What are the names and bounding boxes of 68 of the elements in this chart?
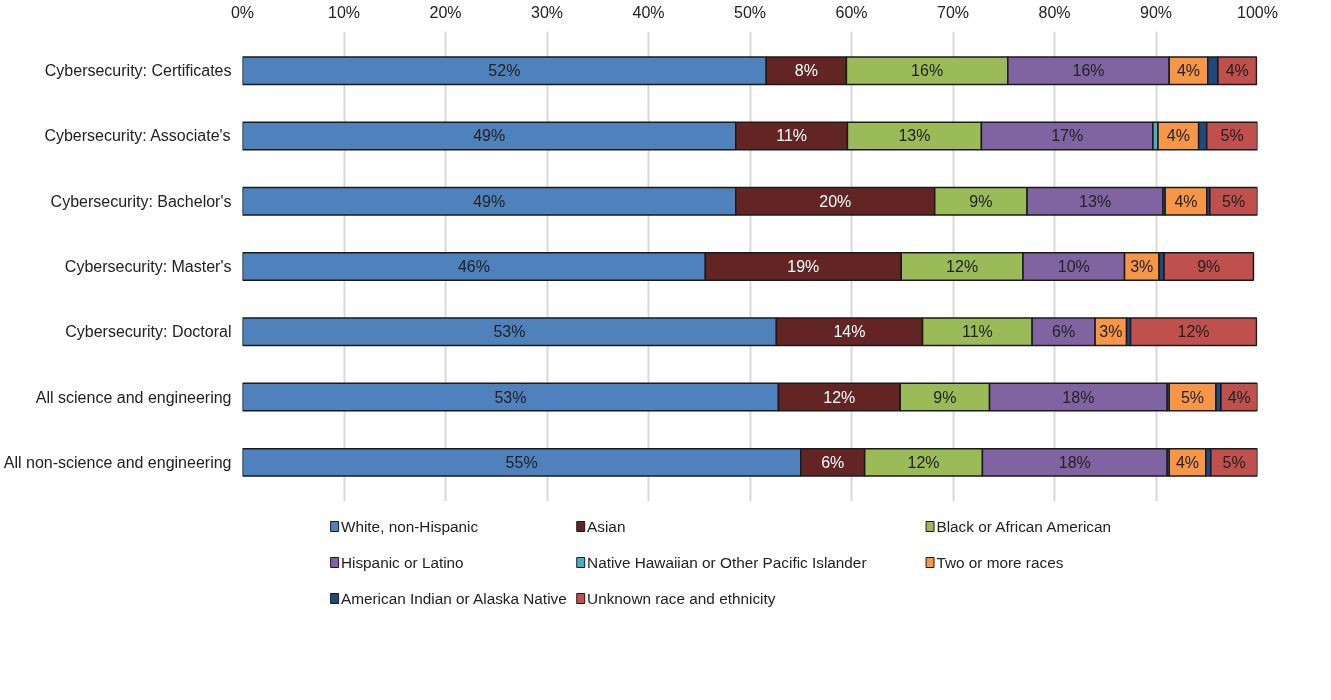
x-tick-label: 50% [733, 3, 767, 21]
x-tick-label: 40% [632, 3, 665, 21]
data-label: 5% [1222, 453, 1246, 471]
data-label: 4% [1166, 127, 1190, 145]
data-label: 11% [961, 323, 993, 341]
data-label: 18% [1062, 388, 1095, 406]
data-label: 4% [1225, 62, 1249, 80]
data-label: 4% [1174, 192, 1198, 210]
data-label: 9% [1197, 258, 1221, 275]
x-tick-label: 80% [1038, 3, 1071, 21]
y-tick-label: All non-science and engineering [3, 453, 232, 471]
data-label: 46% [457, 258, 490, 275]
x-tick-label: 90% [1139, 3, 1173, 21]
data-label: 12% [946, 258, 979, 275]
data-label: 16% [911, 62, 944, 80]
data-label: 4% [1176, 62, 1201, 80]
x-tick-label: 100% [1237, 3, 1278, 21]
data-label: 3% [1130, 258, 1154, 275]
data-label: 49% [473, 192, 506, 210]
data-label: 20% [819, 192, 852, 210]
data-label: 6% [1052, 323, 1076, 341]
legend-label: Unknown race and ethnicity [587, 590, 776, 607]
x-tick-label: 0% [230, 3, 255, 21]
legend-label: Asian [587, 518, 626, 535]
legend-label: Black or African American [936, 518, 1112, 535]
data-label: 9% [969, 192, 993, 210]
data-label: 53% [493, 323, 526, 341]
data-label: 12% [1177, 323, 1210, 341]
data-label: 19% [787, 258, 820, 275]
legend-label: White, non-Hispanic [340, 518, 479, 535]
data-label: 6% [821, 453, 845, 471]
y-tick-label: Cybersecurity: Master's [64, 258, 232, 275]
data-label: 53% [494, 388, 527, 406]
data-label: 13% [898, 127, 931, 145]
data-label: 3% [1099, 323, 1123, 341]
data-label: 10% [1057, 258, 1090, 275]
y-tick-label: Cybersecurity: Bachelor's [50, 192, 232, 210]
data-label: 14% [833, 323, 866, 341]
data-label: 49% [473, 127, 506, 145]
x-tick-label: 10% [327, 3, 361, 21]
data-label: 17% [1051, 127, 1084, 145]
y-tick-label: Cybersecurity: Associate's [44, 127, 231, 145]
data-label: 5% [1220, 127, 1244, 145]
data-label: 9% [933, 388, 957, 406]
data-label: 8% [794, 62, 818, 80]
data-label: 4% [1227, 388, 1251, 406]
data-label: 5% [1180, 388, 1205, 406]
y-tick-label: All science and engineering [35, 388, 232, 406]
data-label: 55% [505, 453, 538, 471]
data-label: 12% [823, 388, 856, 406]
data-label: 11% [776, 127, 808, 145]
data-label: 12% [907, 453, 940, 471]
data-label: 5% [1222, 192, 1246, 210]
x-tick-label: 30% [530, 3, 564, 21]
legend-label: Hispanic or Latino [340, 554, 464, 571]
legend-label: Two or more races [936, 554, 1064, 571]
x-tick-label: 20% [429, 3, 462, 21]
data-label: 18% [1058, 453, 1091, 471]
data-label: 16% [1072, 62, 1105, 80]
x-tick-label: 60% [835, 3, 868, 21]
legend-label: American Indian or Alaska Native [340, 590, 567, 607]
data-label: 52% [488, 62, 521, 80]
legend-label: Native Hawaiian or Other Pacific Islander [587, 554, 867, 571]
data-label: 4% [1175, 453, 1200, 471]
y-tick-label: Cybersecurity: Doctoral [65, 323, 232, 341]
x-tick-label: 70% [936, 3, 970, 21]
data-label: 13% [1079, 192, 1112, 210]
y-tick-label: Cybersecurity: Certificates [44, 62, 232, 80]
